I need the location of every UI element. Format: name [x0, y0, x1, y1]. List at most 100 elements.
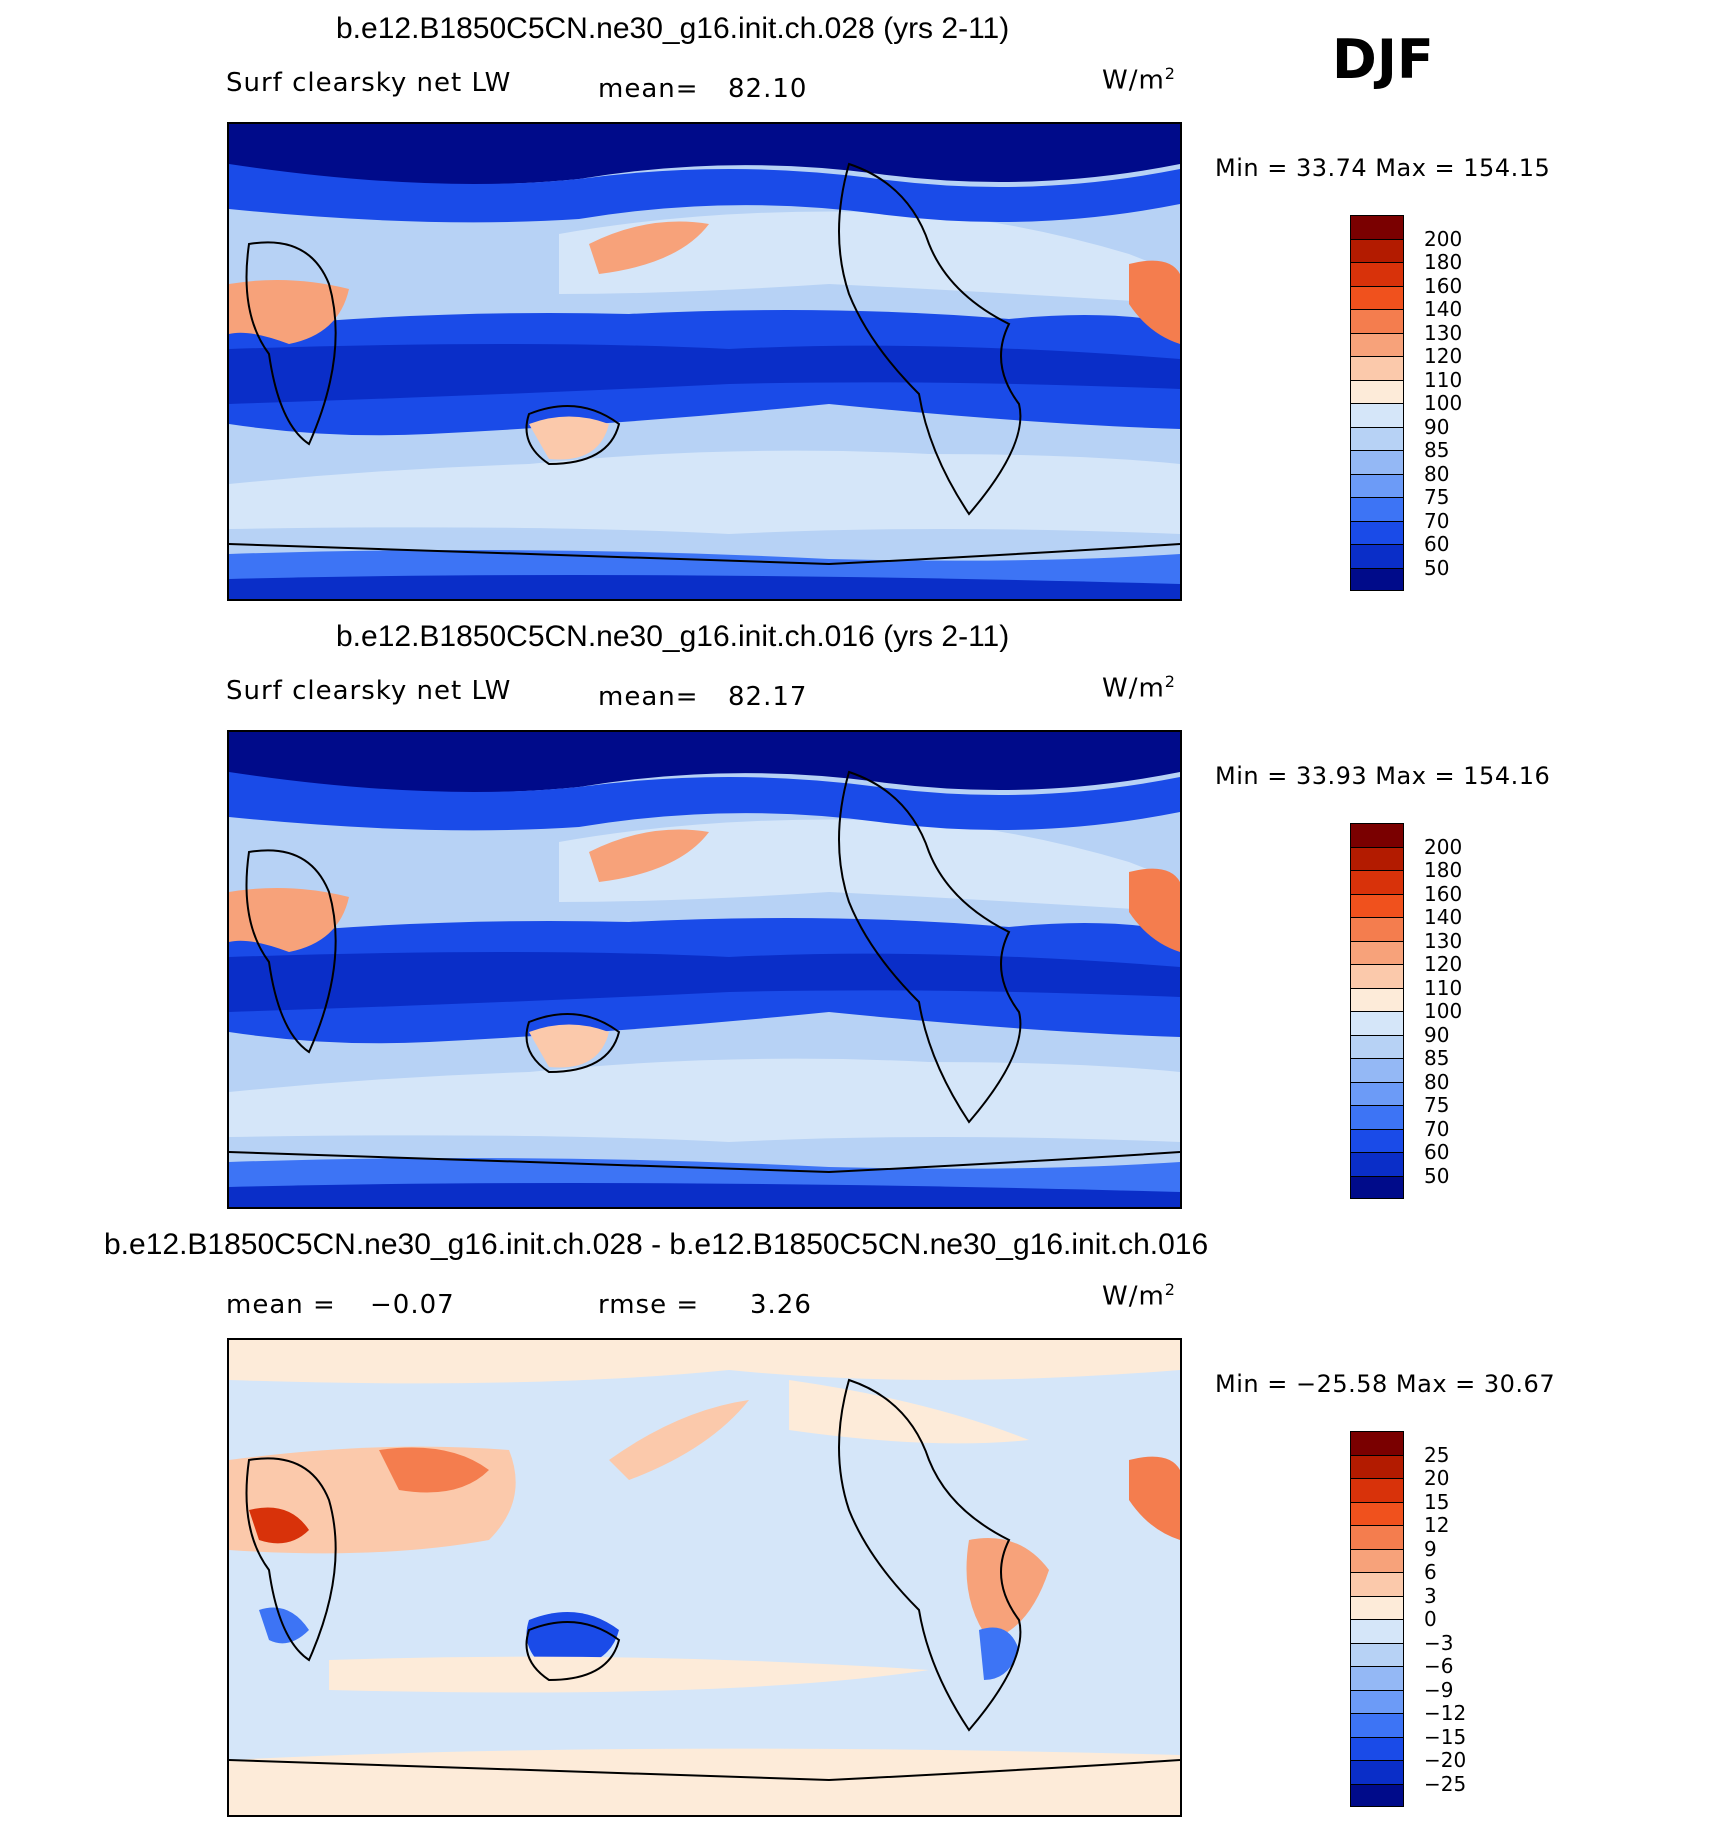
colorbar-segment	[1350, 1595, 1404, 1619]
panel2-mean-value: 82.17	[728, 682, 808, 712]
colorbar-tick-label: 90	[1424, 414, 1450, 439]
colorbar-tick-label: −20	[1424, 1748, 1467, 1772]
colorbar-segment	[1350, 544, 1404, 568]
colorbar-segment	[1350, 520, 1404, 544]
colorbar-tick-label: 160	[1424, 881, 1463, 906]
colorbar-tick-label: 180	[1424, 858, 1463, 882]
panel2-map	[227, 730, 1182, 1209]
colorbar-tick-label: 130	[1424, 320, 1463, 345]
colorbar-segment	[1350, 987, 1404, 1011]
panel1-minmax: Min = 33.74 Max = 154.15	[1215, 154, 1551, 182]
colorbar-tick-label: 75	[1424, 1093, 1450, 1117]
colorbar-segment	[1350, 1713, 1404, 1737]
panel3-title: b.e12.B1850C5CN.ne30_g16.init.ch.028 - b…	[104, 1228, 1209, 1261]
colorbar-segment	[1350, 917, 1404, 941]
colorbar-segment	[1350, 1152, 1404, 1176]
colorbar-segment	[1350, 1128, 1404, 1152]
colorbar-tick-label: 15	[1424, 1489, 1450, 1514]
panel3-field-svg	[229, 1340, 1180, 1815]
colorbar-tick-label: 100	[1424, 391, 1463, 415]
season-label: DJF	[1332, 28, 1434, 91]
panel3-minmax: Min = −25.58 Max = 30.67	[1215, 1370, 1556, 1398]
colorbar-tick-label: 80	[1424, 1069, 1450, 1094]
colorbar-tick-label: 200	[1424, 834, 1463, 859]
colorbar-tick-label: −15	[1424, 1724, 1467, 1749]
colorbar-segment	[1350, 893, 1404, 917]
panel1-colorbar	[1350, 215, 1406, 591]
colorbar-tick-label: 70	[1424, 1116, 1450, 1141]
colorbar-segment	[1350, 846, 1404, 870]
colorbar-segment	[1350, 1666, 1404, 1690]
panel2-title: b.e12.B1850C5CN.ne30_g16.init.ch.016 (yr…	[336, 620, 1010, 653]
colorbar-segment	[1350, 870, 1404, 894]
colorbar-segment	[1350, 1081, 1404, 1105]
panel2-colorbar	[1350, 823, 1406, 1199]
colorbar-segment	[1350, 1642, 1404, 1666]
panel2-units: W/m2	[1102, 672, 1176, 704]
colorbar-tick-label: 9	[1424, 1536, 1437, 1561]
colorbar-segment	[1350, 285, 1404, 309]
colorbar-tick-label: 25	[1424, 1442, 1450, 1467]
colorbar-tick-label: 80	[1424, 461, 1450, 486]
panel3-map	[227, 1338, 1182, 1817]
panel2-field-svg	[229, 732, 1180, 1207]
panel1-variable: Surf clearsky net LW	[226, 68, 512, 98]
colorbar-tick-label: 140	[1424, 297, 1463, 321]
colorbar-tick-label: 180	[1424, 250, 1463, 274]
colorbar-segment	[1350, 1783, 1404, 1807]
colorbar-tick-label: 120	[1424, 952, 1463, 976]
colorbar-segment	[1350, 1501, 1404, 1525]
panel1-mean-label: mean=	[598, 74, 699, 104]
colorbar-segment	[1350, 403, 1404, 427]
colorbar-segment	[1350, 1454, 1404, 1478]
colorbar-segment	[1350, 1689, 1404, 1713]
panel3-units: W/m2	[1102, 1280, 1176, 1312]
colorbar-tick-label: 140	[1424, 905, 1463, 929]
colorbar-tick-label: 60	[1424, 532, 1450, 556]
colorbar-segment	[1350, 1548, 1404, 1572]
colorbar-segment	[1350, 1431, 1404, 1455]
panel1-mean-value: 82.10	[728, 74, 808, 104]
colorbar-tick-label: 6	[1424, 1560, 1437, 1584]
colorbar-segment	[1350, 1760, 1404, 1784]
panel1-title: b.e12.B1850C5CN.ne30_g16.init.ch.028 (yr…	[336, 12, 1010, 45]
colorbar-tick-label: −6	[1424, 1654, 1454, 1678]
colorbar-tick-label: 90	[1424, 1022, 1450, 1047]
colorbar-segment	[1350, 1736, 1404, 1760]
colorbar-tick-label: 110	[1424, 367, 1463, 392]
panel2-mean-label: mean=	[598, 682, 699, 712]
colorbar-tick-label: −9	[1424, 1677, 1454, 1702]
colorbar-tick-label: 70	[1424, 508, 1450, 533]
colorbar-tick-label: 200	[1424, 226, 1463, 251]
panel3-mean-label: mean =	[226, 1290, 336, 1320]
colorbar-tick-label: 20	[1424, 1466, 1450, 1490]
colorbar-segment	[1350, 1034, 1404, 1058]
colorbar-tick-label: 50	[1424, 1163, 1450, 1188]
colorbar-segment	[1350, 473, 1404, 497]
panel1-map	[227, 122, 1182, 601]
colorbar-tick-label: 75	[1424, 485, 1450, 509]
colorbar-segment	[1350, 567, 1404, 591]
colorbar-tick-label: 12	[1424, 1513, 1450, 1537]
colorbar-tick-label: 110	[1424, 975, 1463, 1000]
colorbar-tick-label: −3	[1424, 1630, 1454, 1655]
colorbar-tick-label: 120	[1424, 344, 1463, 368]
colorbar-tick-label: −12	[1424, 1701, 1467, 1725]
panel3-rmse-value: 3.26	[750, 1290, 812, 1320]
colorbar-tick-label: 130	[1424, 928, 1463, 953]
colorbar-tick-label: 50	[1424, 555, 1450, 580]
panel1-field-svg	[229, 124, 1180, 599]
colorbar-segment	[1350, 1175, 1404, 1199]
colorbar-segment	[1350, 1478, 1404, 1502]
colorbar-segment	[1350, 1619, 1404, 1643]
colorbar-segment	[1350, 1572, 1404, 1596]
colorbar-segment	[1350, 426, 1404, 450]
colorbar-segment	[1350, 1105, 1404, 1129]
colorbar-segment	[1350, 823, 1404, 847]
panel3-colorbar	[1350, 1431, 1406, 1807]
colorbar-segment	[1350, 450, 1404, 474]
colorbar-segment	[1350, 940, 1404, 964]
colorbar-tick-label: 85	[1424, 438, 1450, 462]
colorbar-segment	[1350, 238, 1404, 262]
colorbar-segment	[1350, 379, 1404, 403]
